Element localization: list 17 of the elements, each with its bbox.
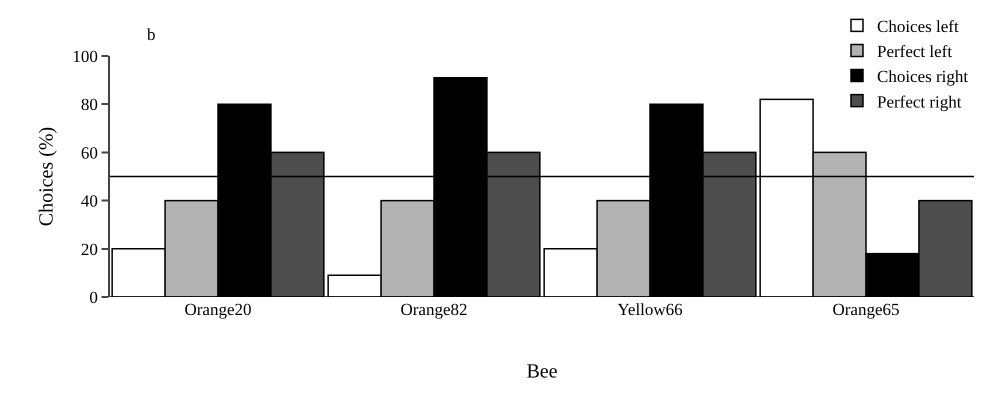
legend-label: Perfect right <box>877 92 962 112</box>
text: b <box>147 25 156 44</box>
y-tick-label: 20 <box>80 240 98 259</box>
x-tick-label: Orange65 <box>832 300 900 319</box>
x-axis-title: Bee <box>526 360 558 382</box>
y-tick-label: 80 <box>80 95 98 114</box>
y-tick-label: 0 <box>89 288 98 307</box>
y-tick-label: 40 <box>80 192 98 211</box>
legend-label: Choices right <box>877 67 968 86</box>
y-tick-label: 60 <box>80 143 98 162</box>
x-tick-label: Orange20 <box>184 300 252 319</box>
legend-label: Perfect left <box>877 42 952 62</box>
x-tick-label: Yellow66 <box>617 300 683 319</box>
x-tick-label: Orange82 <box>400 300 468 319</box>
legend-label: Choices left <box>877 16 959 36</box>
y-axis-title: Choices (%) <box>35 126 58 226</box>
y-tick-label: 100 <box>72 46 98 66</box>
